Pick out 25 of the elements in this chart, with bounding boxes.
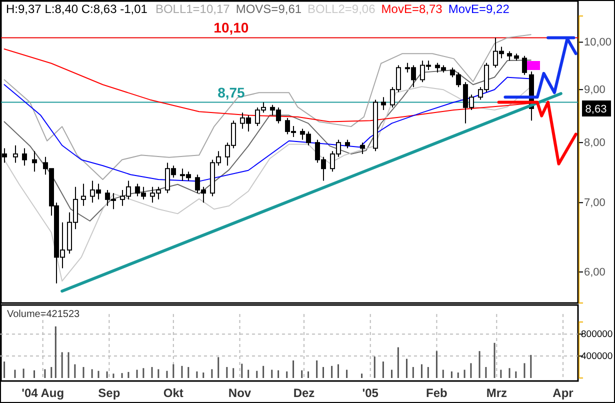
- chart-title: H:9,37 L:8,40 C:8,63 -1,01: [6, 2, 148, 16]
- y-tick-label: 800000: [581, 329, 613, 340]
- text: 8,63: [585, 103, 607, 116]
- y-tick-label: 8,00: [584, 137, 606, 150]
- y-tick-label: 9,00: [584, 84, 606, 96]
- ref-line-label: 10,10: [214, 20, 249, 36]
- x-tick-label: Okt: [163, 386, 184, 400]
- x-tick-label: Sep: [98, 386, 120, 400]
- y-tick-label: 6,00: [584, 266, 606, 278]
- x-tick-label: Dez: [293, 386, 315, 400]
- text: MOVS=9,61: [236, 2, 302, 16]
- x-tick-label: Apr: [552, 386, 574, 400]
- x-tick-label: Feb: [426, 386, 448, 400]
- x-tick-label: '05: [362, 386, 379, 400]
- text: MovE=8,73: [381, 2, 443, 16]
- ref-line-label: 8,75: [218, 84, 246, 100]
- x-tick-label: '04 Aug: [22, 386, 64, 400]
- chart-title: Volume=421523: [7, 309, 80, 320]
- text: MovE=9,22: [448, 2, 510, 16]
- x-tick-label: Mrz: [486, 386, 507, 400]
- y-tick-label: 400000: [581, 351, 613, 362]
- y-tick-label: 7,00: [584, 197, 606, 210]
- text: BOLL1=10,17: [155, 2, 230, 16]
- y-tick-label: 10,00: [584, 36, 612, 49]
- x-tick-label: Nov: [228, 386, 252, 400]
